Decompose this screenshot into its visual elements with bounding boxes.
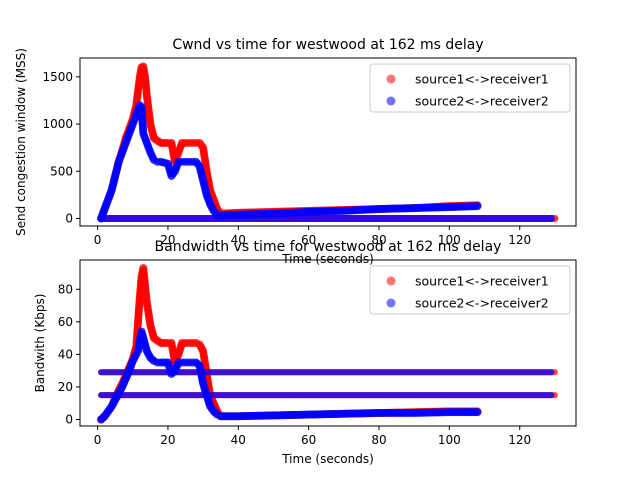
legend-label: source2<->receiver2 bbox=[415, 296, 549, 311]
x-tick-label: 80 bbox=[371, 233, 386, 247]
legend-frame bbox=[369, 63, 571, 113]
x-tick-label: 60 bbox=[301, 233, 316, 247]
y-tick-label: 1500 bbox=[42, 70, 73, 84]
data-point bbox=[473, 202, 482, 211]
y-tick-label: 60 bbox=[58, 315, 73, 329]
x-tick-label: 20 bbox=[160, 433, 175, 447]
series-2 bbox=[97, 101, 555, 223]
chart-title: Cwnd vs time for westwood at 162 ms dela… bbox=[172, 37, 483, 53]
x-tick-label: 0 bbox=[94, 233, 102, 247]
chart-1: 0 20 40 60 80 100 120 0 500 1000 1500 Time (seconds… bbox=[14, 37, 577, 266]
x-tick-label: 80 bbox=[371, 433, 386, 447]
legend-label: source1<->receiver1 bbox=[415, 72, 549, 87]
y-tick-label: 40 bbox=[58, 347, 73, 361]
legend-marker bbox=[386, 96, 396, 106]
axes-frame bbox=[79, 259, 577, 427]
x-tick-label: 60 bbox=[301, 433, 316, 447]
x-tick-label: 120 bbox=[508, 233, 531, 247]
plot-area bbox=[97, 264, 558, 424]
y-tick-label: 80 bbox=[58, 282, 73, 296]
series-2 bbox=[97, 327, 555, 424]
legend: source1<->receiver1 source2<->receiver2 bbox=[369, 265, 571, 315]
x-tick-label: 0 bbox=[94, 433, 102, 447]
y-tick-label: 1000 bbox=[42, 117, 73, 131]
legend-marker bbox=[386, 298, 396, 308]
legend-frame bbox=[369, 265, 571, 315]
x-tick-label: 20 bbox=[160, 233, 175, 247]
y-tick-label: 20 bbox=[58, 380, 73, 394]
y-tick-label: 0 bbox=[65, 211, 73, 225]
legend-label: source1<->receiver1 bbox=[415, 274, 549, 289]
x-tick-label: 100 bbox=[438, 433, 461, 447]
x-axis-label: Time (seconds) bbox=[281, 252, 374, 266]
x-tick-label: 40 bbox=[231, 233, 246, 247]
axes-frame bbox=[79, 57, 577, 227]
plot-area bbox=[97, 62, 559, 223]
legend-label: source2<->receiver2 bbox=[415, 94, 549, 109]
y-axis-label: Send congestion window (MSS) bbox=[14, 48, 28, 236]
data-point bbox=[473, 408, 482, 417]
legend-marker bbox=[386, 74, 396, 84]
x-tick-label: 40 bbox=[231, 433, 246, 447]
x-axis-label: Time (seconds) bbox=[281, 452, 374, 466]
legend: source1<->receiver1 source2<->receiver2 bbox=[369, 63, 571, 113]
x-tick-label: 120 bbox=[508, 433, 531, 447]
y-axis-label: Bandwith (Kbps) bbox=[33, 294, 47, 393]
chart-title: Bandwidth vs time for westwood at 162 ms… bbox=[155, 239, 502, 255]
x-tick-label: 100 bbox=[438, 233, 461, 247]
legend-marker bbox=[386, 276, 396, 286]
y-tick-label: 500 bbox=[50, 164, 73, 178]
y-tick-label: 0 bbox=[65, 412, 73, 426]
